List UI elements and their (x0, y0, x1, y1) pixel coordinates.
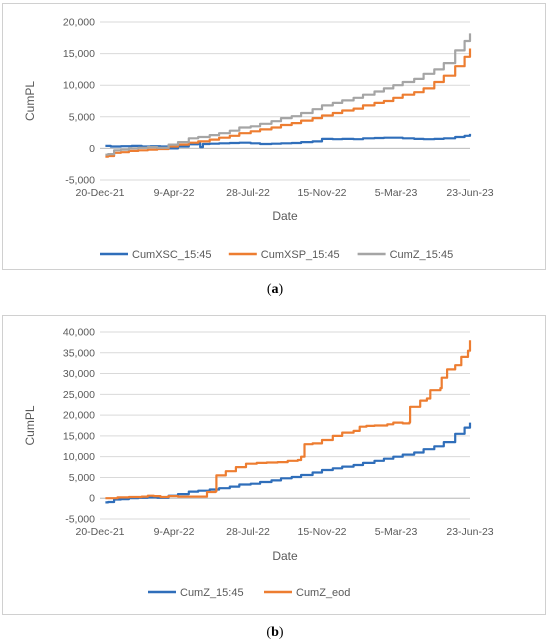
y-tick-label: 25,000 (63, 389, 95, 401)
x-tick-label: 5-Mar-23 (375, 526, 418, 538)
chart-frame-a (2, 3, 546, 270)
chart-frame-b (2, 315, 546, 615)
y-tick-label: 30,000 (63, 368, 95, 380)
legend-entry: CumZ_eod (296, 587, 350, 599)
series-line-cumz-15-45 (105, 422, 472, 504)
y-tick-label: 15,000 (63, 48, 95, 60)
caption-a: (a) (266, 282, 284, 297)
y-axis-title: CumPL (23, 81, 37, 121)
y-tick-label: 0 (89, 493, 95, 505)
legend-entry: CumZ_15:45 (180, 587, 244, 599)
series-line-cumz-eod (105, 340, 472, 500)
y-tick-label: 35,000 (63, 347, 95, 359)
y-axis-title: CumPL (23, 405, 37, 445)
legend-entry: CumXSP_15:45 (261, 249, 340, 261)
y-tick-label: 5,000 (69, 472, 95, 484)
x-tick-label: 15-Nov-22 (297, 187, 346, 199)
y-tick-label: 15,000 (63, 430, 95, 442)
x-tick-label: 9-Apr-22 (154, 526, 195, 538)
chart-panel-b: -5,000 0 5,000 10,000 15,000 20,000 25,000 30,0… (0, 315, 550, 615)
x-tick-label: 28-Jul-22 (226, 526, 270, 538)
x-tick-label: 28-Jul-22 (226, 187, 270, 199)
x-axis-title: Date (272, 209, 298, 223)
x-tick-label: 20-Dec-21 (75, 526, 124, 538)
chart-b-svg: -5,000 0 5,000 10,000 15,000 20,000 25,000 30,0… (23, 327, 494, 600)
y-tick-label: 10,000 (63, 451, 95, 463)
x-tick-label: 15-Nov-22 (297, 526, 346, 538)
y-tick-label: -5,000 (65, 514, 95, 526)
y-tick-label: 40,000 (63, 327, 95, 339)
y-tick-label: -5,000 (65, 175, 95, 187)
caption-b: (b) (266, 625, 284, 640)
caption-b-label: b (271, 625, 279, 640)
x-tick-label: 20-Dec-21 (75, 187, 124, 199)
y-tick-label: 0 (89, 143, 95, 155)
y-tick-label: 10,000 (63, 80, 95, 92)
y-tick-label: 20,000 (63, 17, 95, 29)
x-tick-label: 5-Mar-23 (375, 187, 418, 199)
x-tick-label: 9-Apr-22 (154, 187, 195, 199)
series-line-cumxsp-15-45 (105, 48, 472, 158)
x-tick-label: 23-Jun-23 (446, 187, 493, 199)
series-line-cumxsc-15-45 (105, 133, 472, 150)
caption-a-label: a (271, 282, 279, 297)
chart-a-svg: -5,000 0 5,000 10,000 15,000 20,000 20-Dec-21 9… (23, 17, 494, 262)
x-axis-title: Date (272, 549, 298, 563)
chart-panel-a: -5,000 0 5,000 10,000 15,000 20,000 20-Dec-21 9… (0, 0, 550, 270)
y-tick-label: 20,000 (63, 410, 95, 422)
legend-entry: CumXSC_15:45 (132, 249, 212, 261)
legend-entry: CumZ_15:45 (390, 249, 454, 261)
y-tick-label: 5,000 (69, 111, 95, 123)
series-line-cumz-15-45 (105, 33, 472, 156)
x-tick-label: 23-Jun-23 (446, 526, 493, 538)
